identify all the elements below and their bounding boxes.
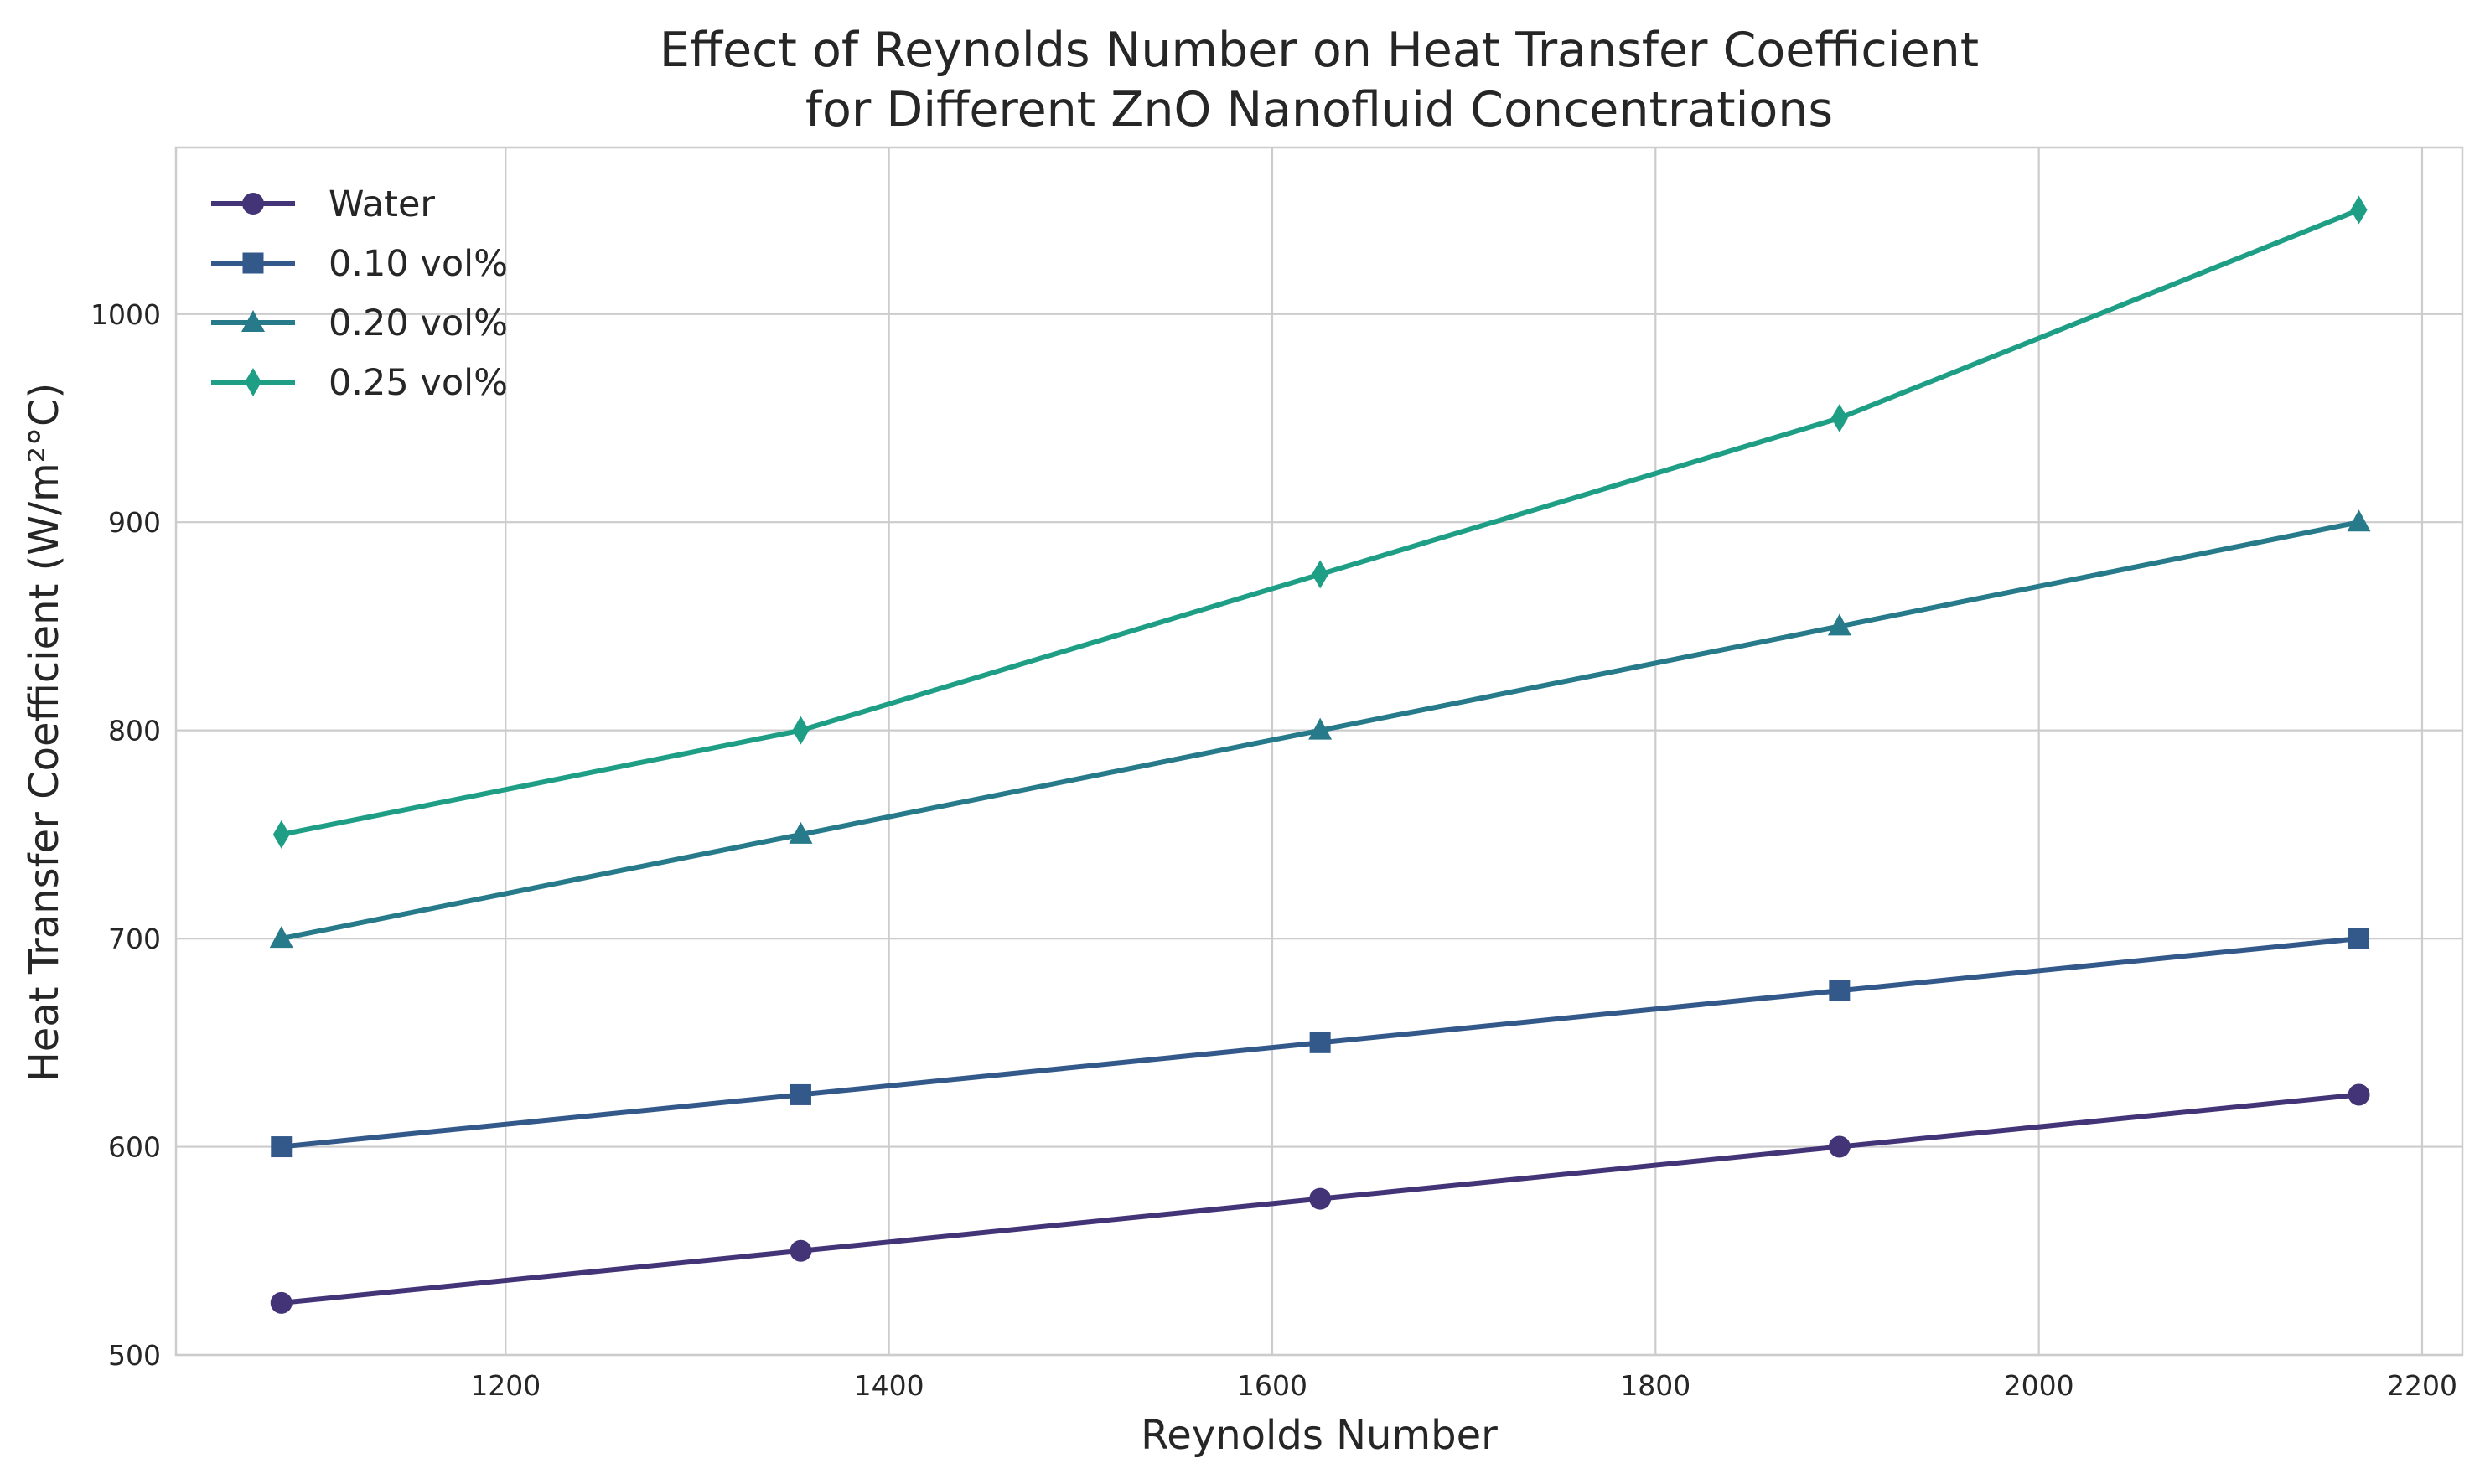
legend-label: Water [329,184,435,225]
x-tick-label: 1400 [854,1369,924,1402]
data-point-square [271,1136,293,1158]
data-point-circle [1828,1135,1851,1158]
data-point-square [2348,928,2370,949]
data-point-diamond [792,716,810,745]
series-1 [271,928,2370,1158]
legend-label: 0.20 vol% [329,302,508,344]
grid [176,147,2462,1357]
legend-item: 0.10 vol% [211,243,508,285]
data-point-diamond [272,820,290,849]
data-point-triangle [1827,613,1851,636]
legend-marker-diamond [245,368,261,396]
legend-marker-square [242,252,264,274]
y-tick-label: 600 [108,1131,161,1164]
y-tick-label: 800 [108,715,161,747]
y-tick-label: 1000 [91,298,161,331]
data-point-triangle [269,926,293,949]
x-tick-label: 1600 [1237,1369,1307,1402]
plot-frame [174,146,2464,1357]
legend-marker-triangle [241,310,265,332]
x-axis-label: Reynolds Number [1141,1412,1498,1459]
data-point-square [1829,980,1851,1001]
y-axis-label: Heat Transfer Coefficient (W/m²°C) [21,383,68,1083]
axes: 1200 1400 1600 1800 2000 2200 500 600 700 800 900 1… [91,146,2464,1402]
data-point-circle [1309,1187,1332,1210]
legend-marker-circle [242,193,264,215]
data-point-circle [2348,1083,2370,1106]
legend-label: 0.10 vol% [329,243,508,285]
series-lines [269,195,2371,1314]
series-0 [270,1083,2370,1314]
x-tick-label: 1800 [1620,1369,1690,1402]
x-tick-label: 2000 [2004,1369,2074,1402]
y-tick-label: 900 [108,506,161,539]
data-point-diamond [1830,403,1848,432]
series-2 [269,509,2371,949]
chart-title: Effect of Reynolds Number on Heat Transf… [660,23,1979,78]
data-point-square [1309,1032,1331,1053]
legend-item: 0.20 vol% [211,302,508,344]
data-point-diamond [1312,560,1329,589]
legend-item: Water [211,184,435,225]
data-point-triangle [789,821,813,844]
legend-item: 0.25 vol% [211,362,508,404]
y-tick-label: 700 [108,923,161,955]
x-tick-label: 2200 [2387,1369,2457,1402]
data-point-triangle [2347,509,2371,532]
legend-label: 0.25 vol% [329,362,508,404]
y-tick-label: 500 [108,1339,161,1372]
chart-subtitle: for Different ZnO Nanofluid Concentratio… [805,82,1833,137]
data-point-triangle [1308,717,1333,740]
data-point-square [790,1083,811,1105]
data-point-circle [270,1291,293,1314]
data-point-diamond [2350,195,2368,225]
x-tick-label: 1200 [470,1369,541,1402]
series-3 [272,195,2368,849]
data-point-circle [790,1239,812,1262]
legend: Water 0.10 vol% 0.20 vol% 0.25 vol% [211,184,508,404]
